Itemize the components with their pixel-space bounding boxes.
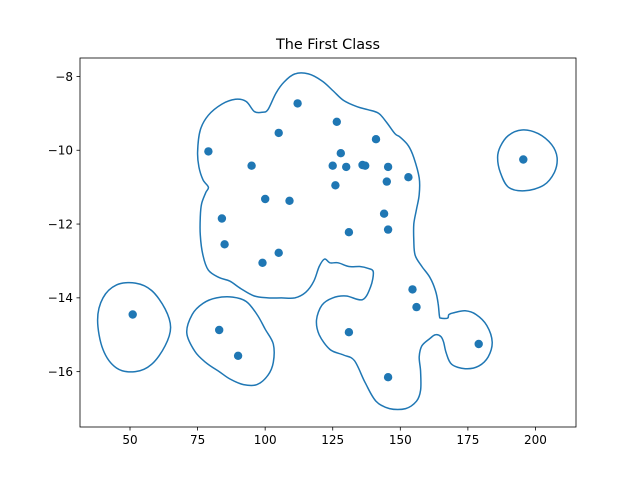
contour-line-1 [96,281,172,373]
contour-line-2 [496,129,558,192]
data-point-22 [361,161,370,170]
y-tick-label: −16 [48,365,73,379]
x-tick-label: 200 [524,433,547,447]
data-point-19 [344,228,354,237]
chart-title: The First Class [275,37,380,53]
data-point-29 [404,173,413,182]
data-point-12 [285,196,294,205]
y-tick-label: −12 [48,217,73,231]
data-point-30 [408,285,417,294]
contour-line-3 [186,296,275,387]
data-point-2 [215,325,224,335]
data-point-15 [331,181,340,190]
x-tick-label: 125 [321,433,344,447]
data-point-33 [519,155,528,164]
point-layer [128,99,528,382]
axes-frame [79,57,577,428]
data-point-14 [328,161,337,170]
x-tick-label: 100 [254,433,277,447]
data-point-26 [383,162,393,172]
data-point-20 [344,328,354,337]
x-axis: 50 75 100 125 150 175 200 [122,427,547,447]
y-tick-label: −14 [48,291,73,305]
data-point-11 [274,248,283,257]
x-tick-label: 175 [456,433,479,447]
x-tick-label: 150 [389,433,412,447]
data-point-23 [371,135,381,144]
data-point-31 [412,302,421,312]
data-point-16 [332,117,341,127]
x-tick-label: 75 [190,433,205,447]
data-point-9 [258,258,267,267]
data-point-4 [204,147,213,156]
data-point-3 [233,351,243,360]
y-tick-label: −10 [48,144,73,158]
x-tick-label: 50 [122,433,137,447]
data-point-5 [217,214,227,223]
data-point-1 [128,310,137,319]
data-point-13 [293,99,302,108]
data-point-6 [220,240,229,249]
data-point-24 [379,209,389,218]
data-point-32 [474,339,483,349]
data-point-10 [274,128,283,138]
data-point-8 [261,194,270,204]
data-point-18 [342,162,351,172]
y-axis: −16 −14 −12 −10 −8 [48,70,80,379]
y-tick-label: −8 [55,70,73,84]
contour-layer [96,72,558,411]
data-point-27 [383,225,393,234]
data-point-7 [247,161,256,170]
data-point-25 [382,177,391,186]
contour-line-4 [196,72,493,411]
data-point-28 [383,373,393,382]
data-point-17 [336,149,345,158]
